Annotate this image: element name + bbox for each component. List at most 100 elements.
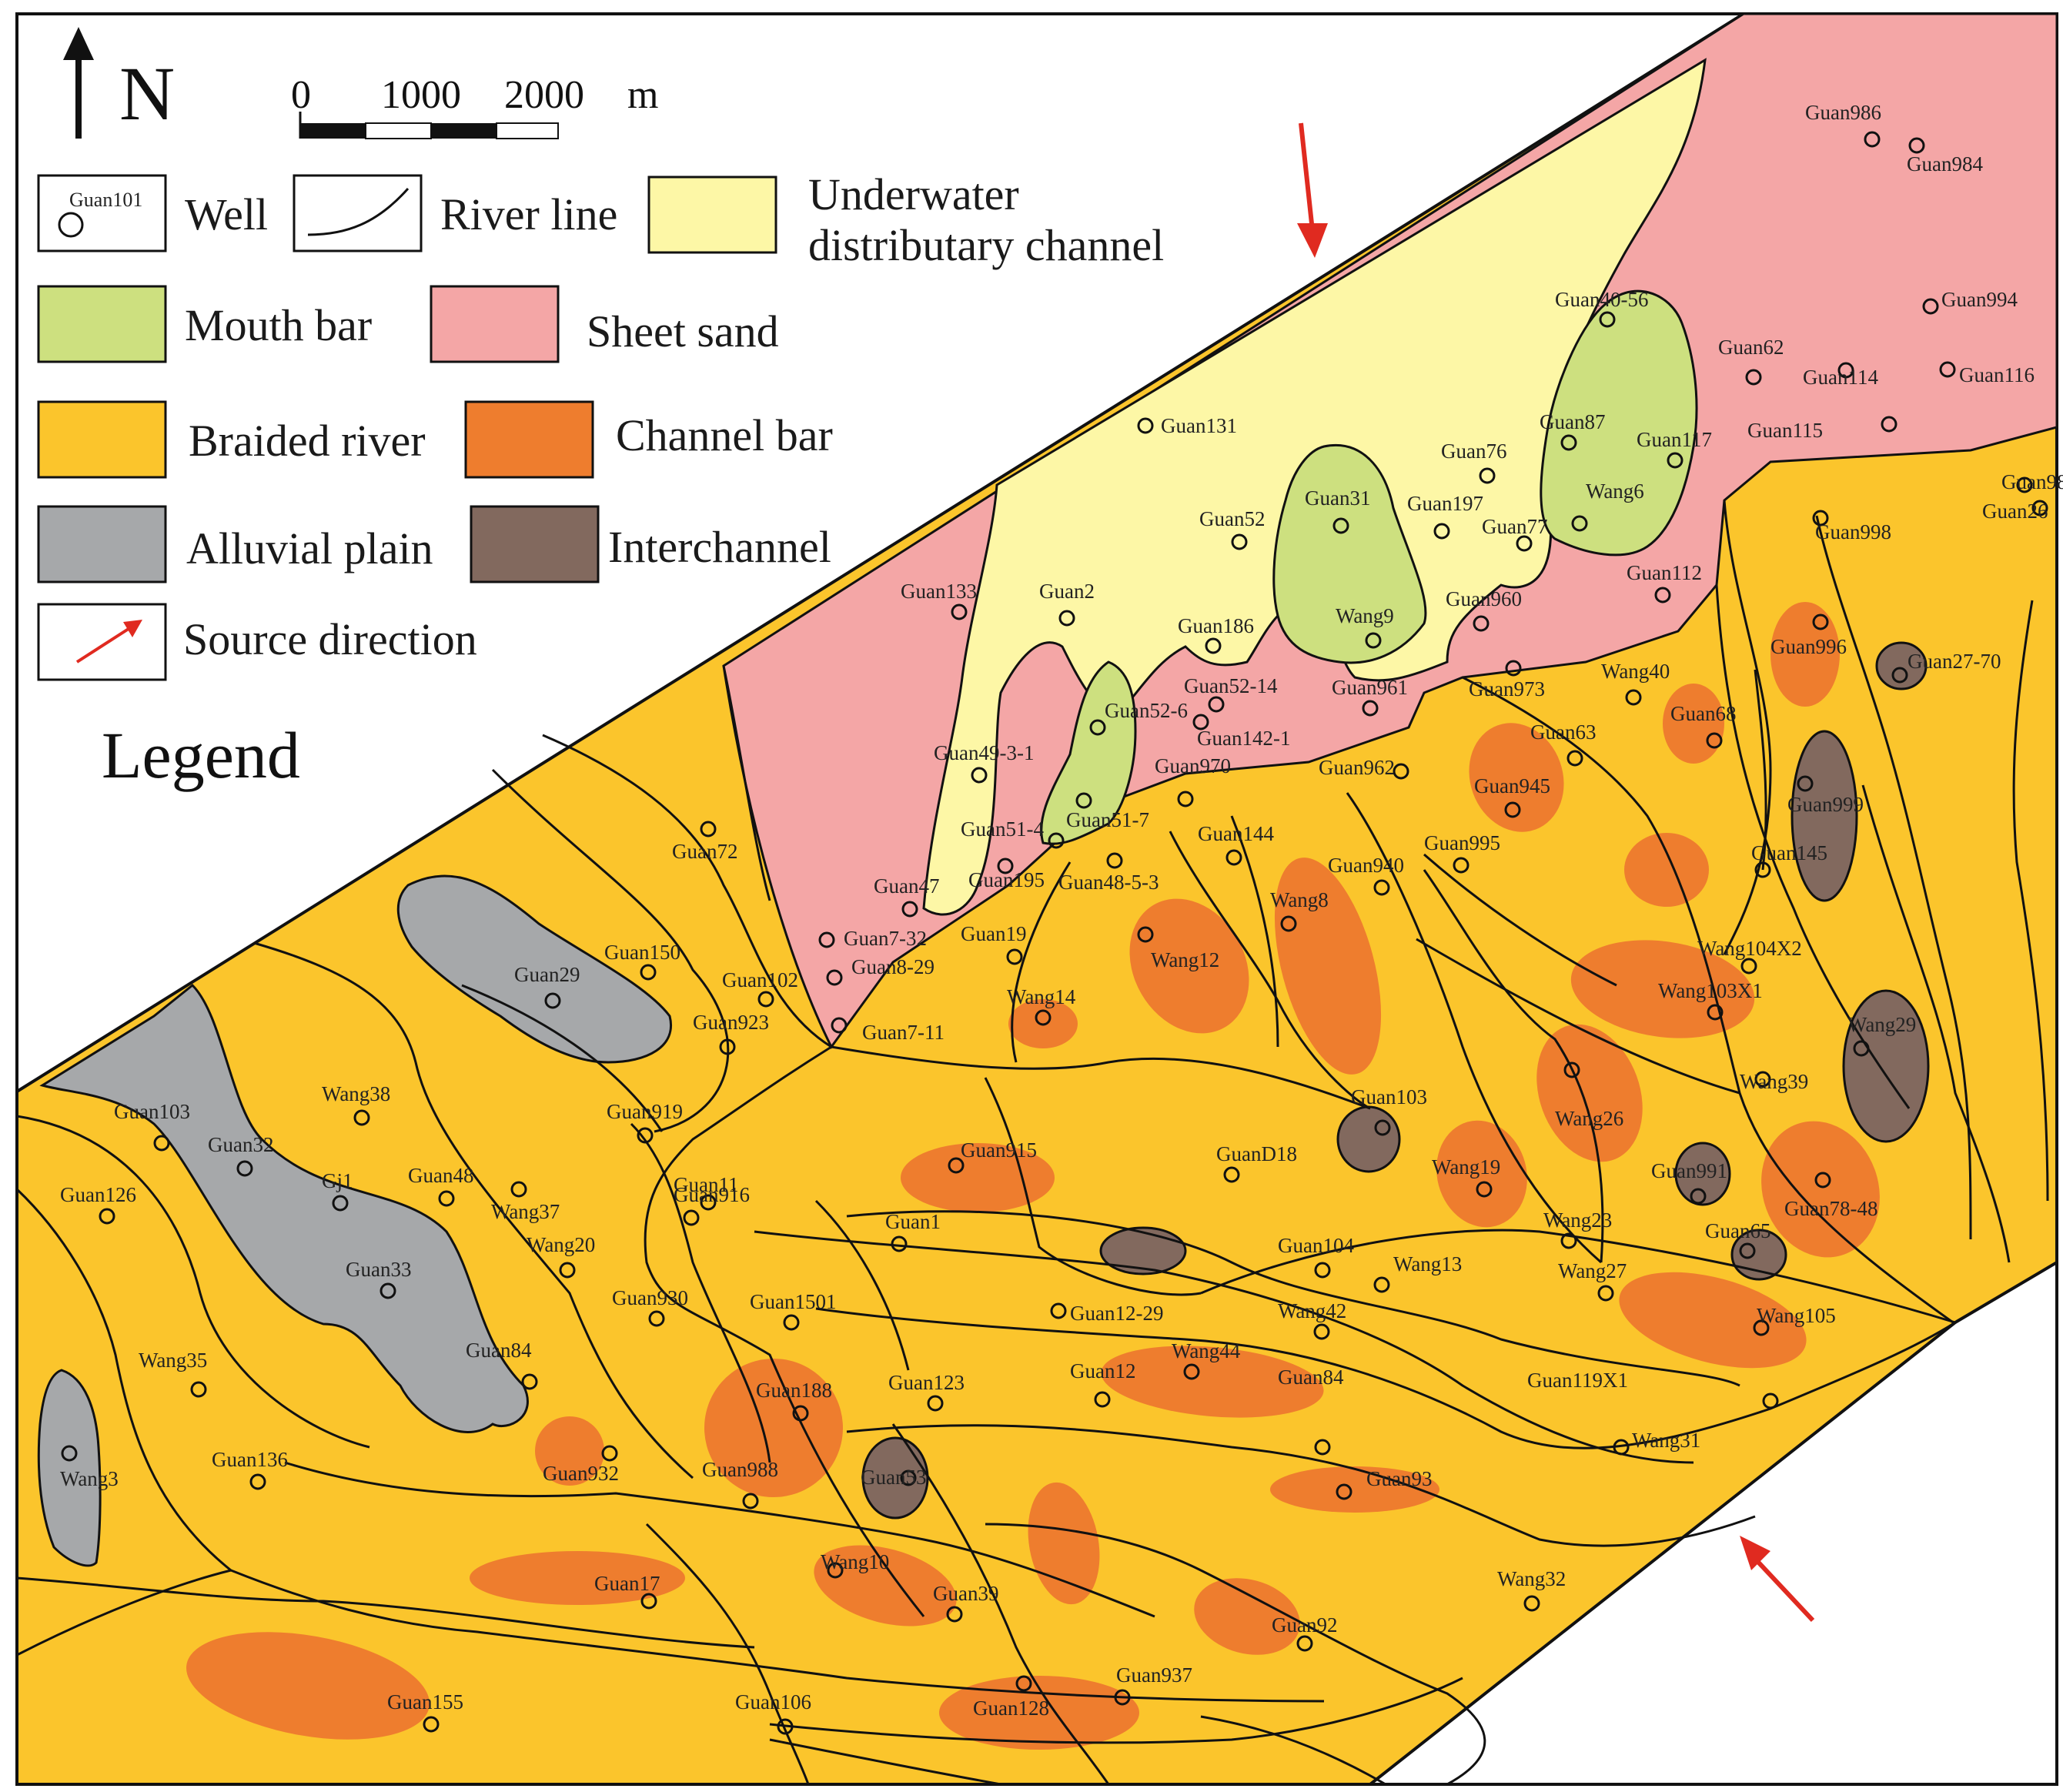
well-icon bbox=[719, 1038, 736, 1055]
well-marker: Guan919 bbox=[607, 1100, 683, 1144]
well-label: Guan962 bbox=[1319, 756, 1395, 779]
well-icon bbox=[1058, 610, 1075, 627]
well-icon bbox=[1393, 763, 1409, 780]
well-label: Guan144 bbox=[1198, 822, 1274, 845]
well-icon bbox=[1006, 948, 1023, 965]
well-marker: Guan996 bbox=[1770, 613, 1847, 658]
well-icon bbox=[1740, 958, 1757, 975]
well-icon bbox=[1473, 615, 1490, 632]
well-icon bbox=[1812, 613, 1829, 630]
well-icon bbox=[1205, 637, 1222, 654]
well-label: Wang19 bbox=[1432, 1155, 1500, 1179]
well-icon bbox=[1231, 533, 1248, 550]
well-icon bbox=[1597, 1285, 1614, 1302]
well-marker: Guan52-14 bbox=[1184, 674, 1278, 713]
alluvial-plain-1 bbox=[39, 983, 529, 1433]
well-marker: Guan128 bbox=[973, 1675, 1049, 1720]
well-label: Guan136 bbox=[212, 1448, 288, 1471]
well-icon bbox=[831, 1017, 848, 1034]
well-label: Guan53 bbox=[861, 1466, 926, 1489]
well-marker: Wang14 bbox=[1007, 985, 1076, 1026]
well-icon bbox=[1516, 535, 1533, 552]
well-label: Guan1501 bbox=[750, 1290, 836, 1313]
well-icon bbox=[249, 1473, 266, 1490]
well-label: Guan84 bbox=[1278, 1366, 1344, 1389]
well-marker: Guan103 bbox=[1351, 1085, 1427, 1136]
well-marker: Guan104 bbox=[1278, 1234, 1354, 1279]
well-icon bbox=[700, 1194, 717, 1211]
well-marker: Guan945 bbox=[1474, 774, 1550, 818]
well-icon bbox=[1433, 523, 1450, 540]
well-label: Guan32 bbox=[208, 1133, 273, 1156]
scale-tick-1000: 1000 bbox=[381, 73, 461, 117]
well-icon bbox=[1706, 732, 1723, 749]
well-icon bbox=[1754, 1071, 1771, 1088]
well-icon bbox=[792, 1405, 809, 1422]
river-line-icon bbox=[307, 188, 410, 236]
well-icon bbox=[153, 1135, 170, 1152]
well-label: Guan7-32 bbox=[844, 927, 927, 950]
well-icon bbox=[1089, 719, 1106, 736]
well-icon bbox=[901, 901, 918, 918]
well-marker: Guan49-3-1 bbox=[934, 741, 1034, 784]
well-label: Guan104 bbox=[1278, 1234, 1354, 1257]
well-icon bbox=[742, 1493, 759, 1509]
well-marker: Guan77 bbox=[1482, 515, 1547, 552]
well-marker: Guan47 bbox=[874, 874, 939, 918]
well-icon bbox=[818, 931, 835, 948]
north-label: N bbox=[119, 51, 175, 136]
well-icon bbox=[648, 1310, 665, 1327]
well-label: Guan940 bbox=[1328, 854, 1404, 877]
well-label: Wang26 bbox=[1555, 1107, 1623, 1130]
well-label: Guan52-6 bbox=[1105, 699, 1188, 722]
well-marker: Guan84 bbox=[1278, 1366, 1344, 1456]
mouth-bar-1 bbox=[1540, 289, 1698, 557]
well-marker: Guan7-11 bbox=[831, 1017, 945, 1044]
well-label: Guan72 bbox=[672, 840, 737, 863]
well-marker: Guan1 bbox=[885, 1210, 941, 1252]
legend-label-underwater-channel-2: distributary channel bbox=[808, 220, 1164, 270]
well-label: Wang29 bbox=[1847, 1013, 1916, 1036]
interchannel-4 bbox=[1336, 1105, 1401, 1173]
well-marker: Guan937 bbox=[1114, 1663, 1192, 1706]
well-marker: Wang105 bbox=[1753, 1304, 1836, 1336]
well-label: Guan11 bbox=[674, 1173, 738, 1196]
well-marker: Wang26 bbox=[1555, 1061, 1623, 1130]
well-marker: Guan195 bbox=[968, 858, 1045, 891]
well-marker: Guan87 bbox=[1540, 410, 1605, 451]
scale-tick-0: 0 bbox=[291, 73, 311, 117]
well-label: Guan115 bbox=[1747, 419, 1823, 442]
well-label: Wang42 bbox=[1278, 1299, 1346, 1322]
well-label: Guan63 bbox=[1530, 720, 1596, 744]
legend-label-well: Well bbox=[185, 189, 268, 239]
well-label: Guan19 bbox=[961, 922, 1026, 945]
well-marker: Guan150 bbox=[604, 941, 680, 981]
well-marker: Wang35 bbox=[139, 1349, 207, 1398]
well-icon bbox=[1739, 1242, 1756, 1259]
well-label: Guan142-1 bbox=[1197, 727, 1290, 750]
well-label: Guan48 bbox=[408, 1164, 473, 1187]
well-label: Guan92 bbox=[1272, 1613, 1337, 1637]
legend-swatch-braided-river bbox=[37, 400, 167, 479]
well-marker: Guan155 bbox=[387, 1690, 463, 1733]
well-marker: Guan986 bbox=[1805, 101, 1881, 148]
well-icon bbox=[1313, 1323, 1330, 1340]
well-icon bbox=[601, 1445, 618, 1462]
well-icon bbox=[1177, 791, 1194, 807]
well-label: Guan102 bbox=[722, 968, 798, 991]
interchannel-3 bbox=[1875, 641, 1928, 690]
well-label: Guan986 bbox=[1805, 101, 1881, 124]
well-icon bbox=[1797, 775, 1814, 792]
well-marker: Guan112 bbox=[1627, 561, 1702, 603]
legend-title: Legend bbox=[102, 718, 300, 792]
well-icon bbox=[827, 1562, 844, 1579]
well-marker: Wang20 bbox=[527, 1233, 595, 1279]
well-icon bbox=[1225, 849, 1242, 866]
well-icon bbox=[99, 1208, 115, 1225]
well-icon bbox=[1336, 1483, 1352, 1500]
wells: Guan986 Guan984 Guan994 Guan62 Guan114 Guan11… bbox=[60, 101, 2063, 1735]
well-icon bbox=[438, 1190, 455, 1207]
well-marker: Wang23 bbox=[1543, 1209, 1612, 1249]
well-icon bbox=[1891, 667, 1908, 684]
well-label: Guan39 bbox=[933, 1582, 998, 1605]
